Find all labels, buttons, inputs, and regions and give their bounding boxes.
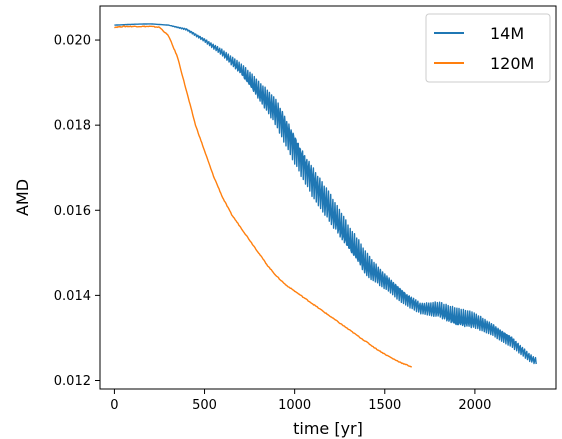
y-tick-label: 0.012 bbox=[54, 374, 91, 389]
legend-label-120m: 120M bbox=[490, 54, 534, 73]
x-axis-ticks: 0 500 1000 1500 2000 bbox=[110, 389, 491, 413]
y-tick-label: 0.014 bbox=[54, 289, 91, 304]
x-tick-label: 1000 bbox=[278, 398, 311, 413]
x-axis-label: time [yr] bbox=[293, 419, 363, 438]
x-tick-label: 0 bbox=[110, 398, 118, 413]
x-tick-label: 500 bbox=[192, 398, 217, 413]
y-tick-label: 0.016 bbox=[54, 204, 91, 219]
series-line-120m bbox=[114, 25, 413, 368]
series-line-14m bbox=[114, 23, 537, 365]
legend: 14M 120M bbox=[425, 13, 551, 83]
y-tick-label: 0.020 bbox=[54, 34, 91, 49]
legend-label-14m: 14M bbox=[490, 24, 524, 43]
y-tick-label: 0.018 bbox=[54, 119, 91, 134]
plot-area bbox=[114, 23, 537, 368]
x-tick-label: 2000 bbox=[458, 398, 491, 413]
axes-frame bbox=[99, 5, 557, 390]
y-axis-label: AMD bbox=[13, 179, 32, 216]
x-tick-label: 1500 bbox=[368, 398, 401, 413]
y-axis-ticks: 0.012 0.014 0.016 0.018 0.020 bbox=[54, 34, 100, 389]
legend-box bbox=[425, 13, 551, 83]
